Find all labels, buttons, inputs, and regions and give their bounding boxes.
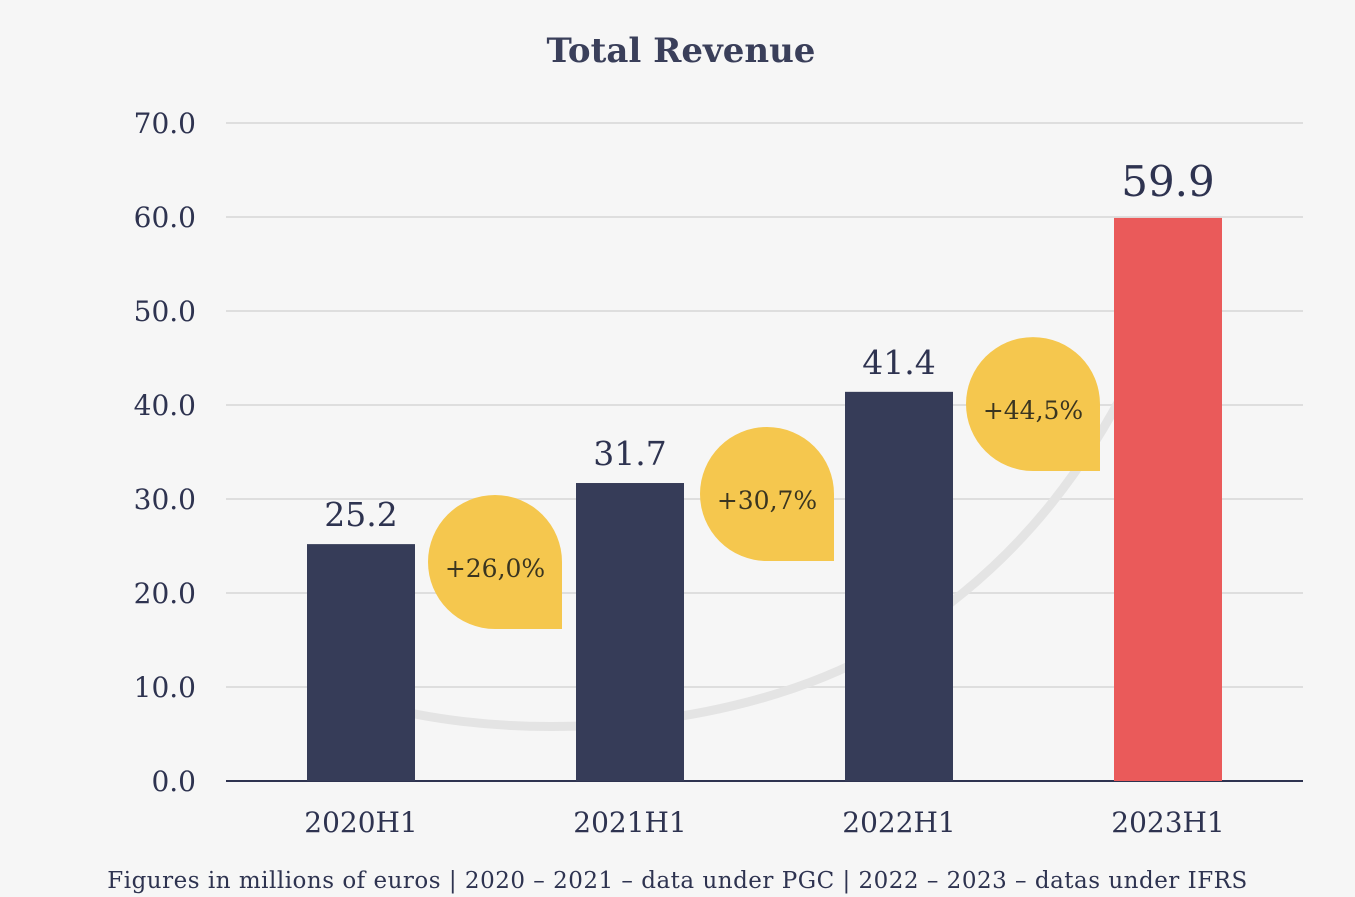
x-category-label: 2021H1	[573, 806, 687, 839]
bar-2020H1	[307, 544, 415, 781]
growth-bubble	[966, 337, 1100, 471]
growth-bubble	[428, 495, 562, 629]
bars: 25.2 31.7 41.4 59.9	[307, 157, 1222, 781]
x-category-label: 2020H1	[304, 806, 418, 839]
growth-label: +26,0%	[445, 554, 545, 583]
bar-2021H1	[576, 483, 684, 781]
y-tick-label: 60.0	[134, 201, 196, 234]
value-label: 59.9	[1121, 157, 1215, 206]
y-axis-ticks: 0.0 10.0 20.0 30.0 40.0 50.0 60.0 70.0	[134, 107, 196, 798]
value-label: 25.2	[324, 495, 397, 534]
y-tick-label: 40.0	[134, 389, 196, 422]
y-tick-label: 30.0	[134, 483, 196, 516]
bar-2022H1	[845, 391, 953, 781]
y-tick-label: 20.0	[134, 577, 196, 610]
x-category-label: 2023H1	[1111, 806, 1225, 839]
growth-label: +30,7%	[717, 486, 817, 515]
growth-label: +44,5%	[983, 396, 1083, 425]
y-tick-label: 70.0	[134, 107, 196, 140]
y-tick-label: 50.0	[134, 295, 196, 328]
chart-title: Total Revenue	[547, 31, 816, 71]
footnote: Figures in millions of euros | 2020 – 20…	[107, 868, 1248, 894]
x-category-label: 2022H1	[842, 806, 956, 839]
growth-bubbles: +26,0% +30,7% +44,5%	[428, 337, 1100, 629]
y-tick-label: 0.0	[151, 765, 196, 798]
value-label: 41.4	[862, 343, 935, 382]
y-tick-label: 10.0	[134, 671, 196, 704]
x-axis-categories: 2020H1 2021H1 2022H1 2023H1	[304, 806, 1225, 839]
value-label: 31.7	[593, 434, 666, 473]
bar-2023H1	[1114, 217, 1222, 781]
growth-bubble	[700, 427, 834, 561]
